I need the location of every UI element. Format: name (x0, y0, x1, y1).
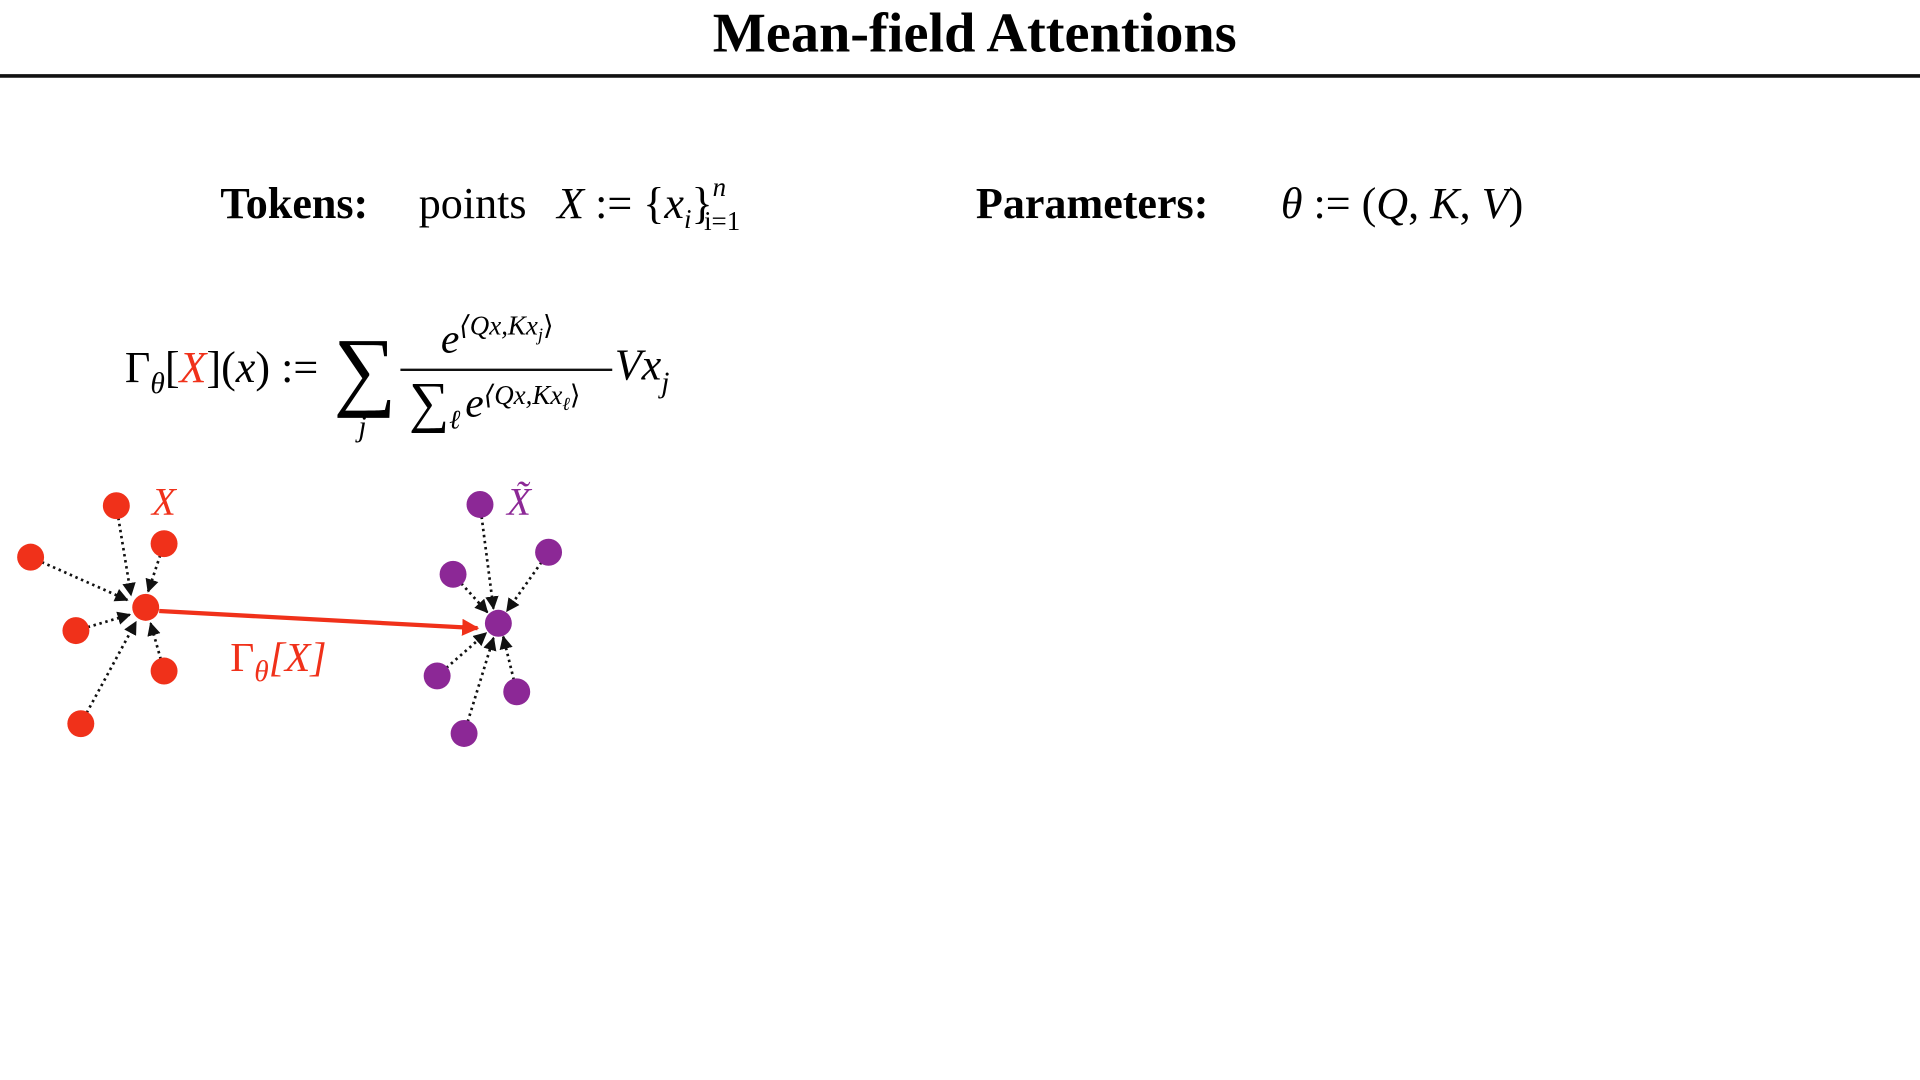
output-point (423, 662, 451, 690)
math: ℓ (449, 405, 461, 435)
tokens-text: points (419, 179, 527, 228)
math: e (441, 317, 459, 363)
math: θ (1281, 179, 1303, 228)
map-label: Γθ[X] (230, 635, 326, 688)
token-point (102, 492, 130, 520)
math: j (657, 367, 669, 399)
slide-title: Mean-field Attentions (713, 2, 1237, 64)
math: i=1 (704, 206, 740, 236)
numerator: e⟨Qx,Kxj⟩ (441, 310, 554, 362)
math: x (235, 343, 256, 392)
math: i (684, 204, 691, 234)
math: ⟩ (570, 380, 581, 410)
parameters-line: Parameters: θ := (Q, K, V) (976, 179, 1523, 228)
math: [X] (269, 635, 327, 681)
attention-arrow (478, 504, 499, 610)
formula-tail: Vxj (615, 341, 670, 399)
token-point (67, 710, 95, 738)
token-point (150, 657, 178, 685)
sum-sign: ∑ (333, 321, 396, 419)
math: ⟨Qx,Kx (459, 310, 538, 340)
math: Γ (125, 343, 150, 392)
attention-arrow (30, 555, 129, 602)
attention-arrow (462, 636, 497, 734)
math: ℓ (562, 394, 570, 414)
math: := { (584, 179, 664, 228)
output-point (503, 678, 531, 706)
math: ) := (255, 343, 318, 392)
math: V (1482, 179, 1514, 228)
math: := ( (1302, 179, 1376, 228)
output-point (466, 491, 494, 518)
formula-lhs: Γθ[X](x) := (125, 343, 318, 400)
token-point (62, 617, 90, 645)
output-point (439, 560, 467, 588)
math: j (536, 324, 543, 344)
math: K (1429, 179, 1462, 228)
math: Vx (615, 341, 662, 390)
output-point (535, 538, 563, 566)
input-label: X (150, 480, 178, 523)
sum-index: j (354, 411, 366, 443)
math: ]( (206, 343, 235, 392)
math: e (465, 380, 483, 426)
parameters-label: Parameters: (976, 179, 1209, 228)
tokens-label: Tokens: (220, 179, 368, 228)
math: x (663, 179, 684, 228)
math: } (691, 179, 712, 228)
math: , (1460, 179, 1482, 228)
math: Q (1376, 179, 1408, 228)
math: [ (165, 343, 180, 392)
output-point (450, 720, 478, 747)
math: X (178, 343, 209, 392)
tokens-line: Tokens: points X := {xi}n i=1 (220, 172, 740, 236)
token-point (150, 530, 178, 558)
map-arrow (159, 608, 480, 636)
attention-arrow (114, 505, 136, 597)
math: θ (254, 656, 268, 688)
output-point (484, 609, 512, 637)
math: X (555, 179, 586, 228)
math: n (713, 172, 726, 202)
denominator: ∑ℓ e⟨Qx,Kxℓ⟩ (409, 372, 580, 434)
math: Γ (230, 635, 254, 681)
attention-arrow (436, 632, 488, 677)
math: ⟩ (543, 310, 554, 340)
token-point (17, 543, 45, 571)
math: θ (150, 368, 164, 400)
math: , (1408, 179, 1430, 228)
output-cloud (423, 491, 563, 747)
math: ∑ (409, 372, 449, 434)
input-cloud (17, 492, 178, 738)
attention-arrow (79, 620, 138, 725)
math: ⟨Qx,Kx (484, 380, 563, 410)
math: ) (1509, 179, 1524, 228)
token-point (132, 593, 160, 621)
output-label: X̃ (505, 480, 533, 523)
